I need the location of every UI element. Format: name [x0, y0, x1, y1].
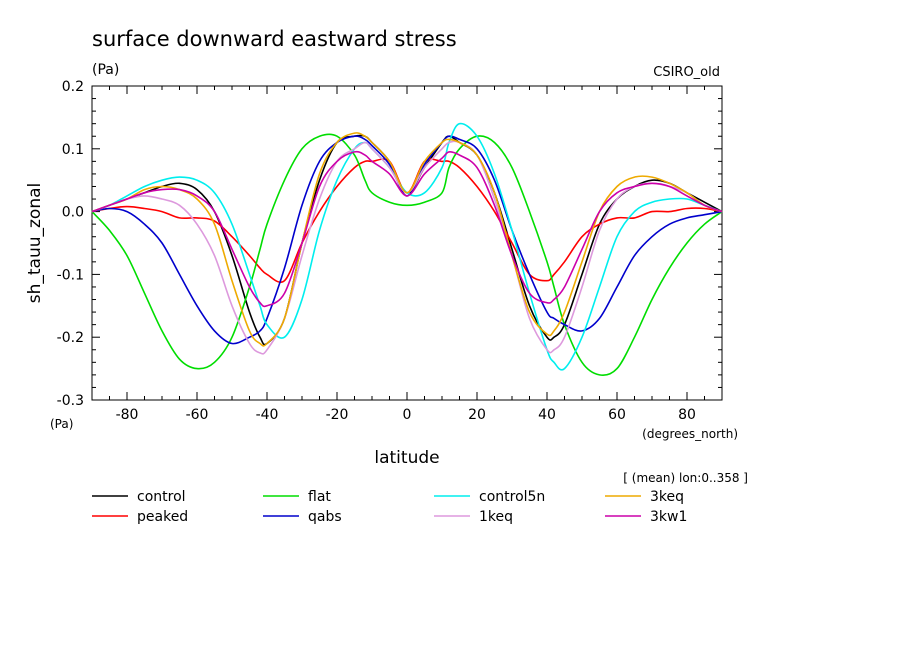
axis-ticks	[91, 85, 723, 401]
x-axis-label: latitude	[374, 448, 439, 468]
mean-note: [ (mean) lon:0..358 ]	[623, 471, 748, 485]
legend-label-3kw1: 3kw1	[650, 509, 687, 525]
title-units: (Pa)	[92, 62, 119, 78]
legend-label-qabs: qabs	[308, 509, 342, 525]
x-tick-label: 40	[538, 407, 556, 423]
x-tick-label: -20	[326, 407, 349, 423]
legend-label-control5n: control5n	[479, 489, 545, 505]
y-tick-label: -0.2	[57, 330, 84, 346]
series-lines	[91, 122, 723, 377]
x-axis-units: (degrees_north)	[642, 427, 738, 441]
y-tick-label: 0.1	[62, 142, 84, 158]
y-tick-labels: 0.2 0.1 0.0 -0.1 -0.2 -0.3	[57, 79, 84, 409]
chart-title: surface downward eastward stress	[92, 27, 457, 51]
x-tick-label: 60	[608, 407, 626, 423]
series-line-control5n	[91, 122, 723, 371]
legend-label-3keq: 3keq	[650, 489, 684, 505]
legend-label-1keq: 1keq	[479, 509, 513, 525]
series-line-3keq	[91, 132, 723, 347]
plot-area	[91, 85, 723, 401]
y-tick-label: -0.1	[57, 267, 84, 283]
series-line-qabs	[91, 135, 723, 345]
x-tick-label: -40	[256, 407, 279, 423]
x-tick-label: 20	[468, 407, 486, 423]
y-tick-label: 0.0	[62, 205, 84, 221]
legend-label-control: control	[137, 489, 186, 505]
legend: control flat control5n 3keq peaked qabs 1keq 3k…	[92, 489, 687, 525]
x-tick-label: 80	[678, 407, 696, 423]
legend-label-peaked: peaked	[137, 509, 188, 525]
y-axis-units: (Pa)	[50, 417, 73, 431]
x-tick-label: -60	[186, 407, 209, 423]
series-line-3kw1	[91, 150, 723, 308]
legend-label-flat: flat	[308, 489, 331, 505]
y-tick-label: 0.2	[62, 79, 84, 95]
x-tick-label: 0	[403, 407, 412, 423]
series-line-control	[91, 134, 723, 346]
x-tick-label: -80	[116, 407, 139, 423]
series-line-flat	[91, 133, 723, 377]
y-tick-label: -0.3	[57, 393, 84, 409]
x-tick-labels: -80 -60 -40 -20 0 20 40 60 80	[116, 407, 696, 423]
model-label: CSIRO_old	[653, 65, 720, 80]
y-axis-label: sh_tauu_zonal	[25, 183, 45, 304]
series-line-1keq	[91, 140, 723, 355]
